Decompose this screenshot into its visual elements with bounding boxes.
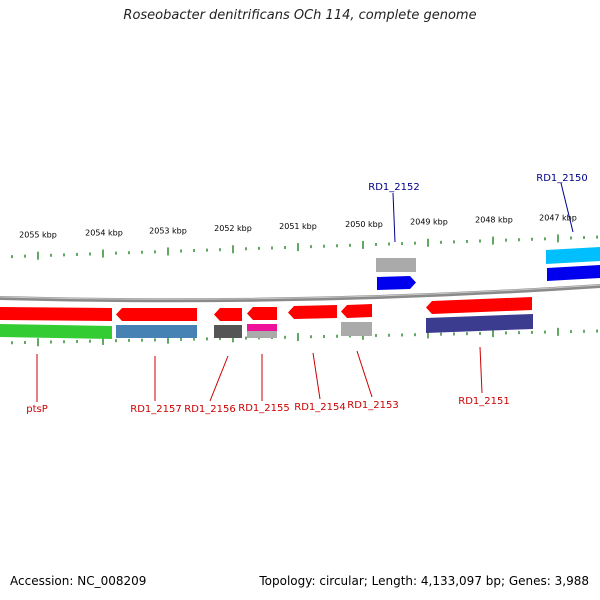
gene-RD1_2155-cds-b[interactable] [247,331,277,338]
accession-text: Accession: NC_008209 [10,574,147,588]
gene-ptsP-cds[interactable] [0,324,112,339]
kbp-label: 2047 kbp [539,213,577,222]
genome-backbone [0,284,600,303]
genome-backbone-highlight [0,284,600,300]
gene-RD1_2150-cds[interactable] [546,247,600,264]
kbp-label: 2054 kbp [85,229,123,238]
gene-RD1_2157-cds[interactable] [116,325,197,338]
callout-lines [36,182,574,402]
map-title: Roseobacter denitrificans OCh 114, compl… [123,8,477,23]
gene-label-RD1_2150[interactable]: RD1_2150 [536,173,587,184]
gene-RD1_2152-cds[interactable] [376,258,416,272]
gene-RD1_2151-cds[interactable] [426,314,533,333]
topology-text: Topology: circular; Length: 4,133,097 bp… [259,574,589,588]
gene-ptsP-arrow[interactable] [0,307,112,321]
gene-label-RD1_2153[interactable]: RD1_2153 [347,400,398,411]
callout-RD1_2156 [209,355,229,402]
kbp-label: 2052 kbp [214,224,252,233]
tick-layer [11,234,598,347]
kbp-label-layer: 2055 kbp 2054 kbp 2053 kbp 2052 kbp 2051 kbp… [19,213,577,239]
callout-RD1_2150 [560,182,574,233]
forward-strand-features [376,247,600,290]
gene-RD1_2151-arrow[interactable] [426,297,532,314]
callout-RD1_2153 [356,350,373,398]
gene-label-RD1_2155[interactable]: RD1_2155 [238,403,289,414]
gene-label-RD1_2156[interactable]: RD1_2156 [184,404,235,415]
gene-label-RD1_2157[interactable]: RD1_2157 [130,404,181,415]
gene-RD1_2152-arrow[interactable] [377,276,416,290]
kbp-label: 2048 kbp [475,216,513,225]
callout-RD1_2151 [479,346,483,394]
gene-label-ptsP[interactable]: ptsP [26,404,48,415]
kbp-label: 2051 kbp [279,222,317,231]
gene-RD1_2155-arrow[interactable] [247,307,277,320]
gene-RD1_2150-arrow[interactable] [547,265,600,281]
gene-RD1_2154-arrow[interactable] [288,305,337,319]
callout-RD1_2152 [392,192,396,243]
gene-RD1_2155-cds[interactable] [247,324,277,331]
kbp-label: 2053 kbp [149,226,187,235]
gene-RD1_2153-arrow[interactable] [341,304,372,318]
kbp-label: 2050 kbp [345,220,383,229]
kbp-label: 2055 kbp [19,231,57,240]
gene-label-RD1_2154[interactable]: RD1_2154 [294,402,345,413]
callout-RD1_2154 [312,352,321,400]
gene-labels: ptsP RD1_2157 RD1_2156 RD1_2155 RD1_2154… [26,173,587,415]
gene-RD1_2156-arrow[interactable] [214,308,242,321]
gene-RD1_2156-cds[interactable] [214,325,242,338]
gene-RD1_2157-arrow[interactable] [116,308,197,321]
gene-label-RD1_2151[interactable]: RD1_2151 [458,396,509,407]
gene-label-RD1_2152[interactable]: RD1_2152 [368,182,419,193]
reverse-strand-features [0,297,533,339]
kbp-label: 2049 kbp [410,218,448,227]
gene-RD1_2153-cds[interactable] [341,322,372,336]
